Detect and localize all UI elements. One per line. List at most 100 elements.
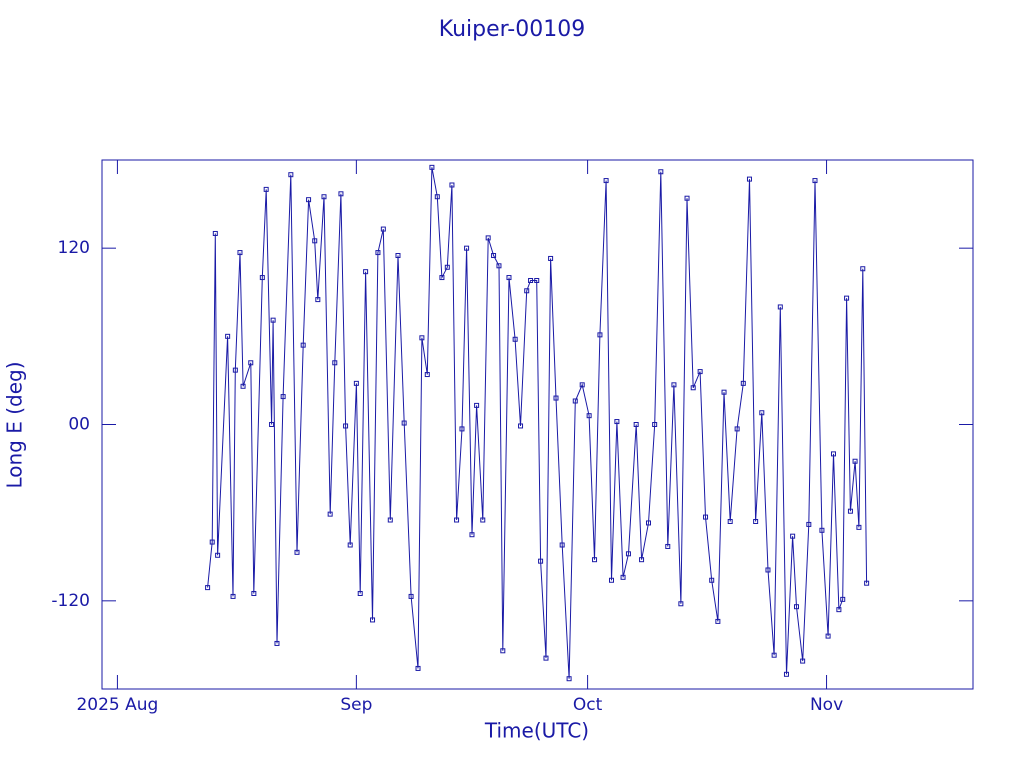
data-point: [343, 423, 349, 429]
data-point: [603, 178, 609, 184]
data-point: [209, 539, 215, 545]
data-point: [205, 585, 211, 591]
data-point: [347, 542, 353, 548]
data-point: [753, 518, 759, 524]
data-point: [812, 178, 818, 184]
data-point: [793, 604, 799, 610]
data-point: [370, 617, 376, 623]
data-point: [288, 172, 294, 178]
data-point: [597, 332, 603, 338]
data-point: [518, 423, 524, 429]
data-point: [658, 169, 664, 175]
data-point: [375, 250, 381, 256]
x-tick-label: Oct: [573, 695, 603, 715]
data-point: [395, 253, 401, 259]
data-point: [380, 226, 386, 232]
data-point: [703, 514, 709, 520]
data-point: [485, 235, 491, 241]
data-point: [633, 422, 639, 427]
data-point: [678, 601, 684, 607]
data-point: [625, 551, 631, 557]
data-point: [572, 398, 578, 404]
data-point: [553, 395, 559, 401]
x-axis-label: Time(UTC): [484, 719, 589, 743]
data-point: [424, 372, 430, 378]
data-point: [830, 451, 836, 457]
data-point: [727, 518, 733, 524]
data-point: [746, 176, 752, 182]
x-tick-label: 2025 Aug: [76, 695, 158, 715]
data-point: [387, 517, 393, 523]
y-tick-label: 120: [58, 238, 90, 258]
data-point: [684, 195, 690, 201]
data-point: [225, 333, 231, 339]
data-point: [559, 542, 565, 548]
data-point: [639, 557, 645, 563]
data-point: [491, 253, 497, 259]
data-point: [771, 652, 777, 658]
data-point: [280, 394, 286, 400]
data-point: [806, 521, 812, 527]
data-point: [790, 533, 796, 539]
x-tick-label: Nov: [810, 695, 843, 715]
data-point: [592, 557, 598, 563]
data-point: [715, 618, 721, 624]
data-point: [338, 191, 344, 197]
data-point: [230, 593, 236, 599]
data-point: [321, 194, 327, 200]
data-point: [270, 317, 276, 323]
data-point: [259, 275, 265, 281]
data-point: [215, 552, 221, 558]
data-point: [306, 197, 312, 203]
data-point: [836, 607, 842, 613]
data-point: [474, 402, 480, 408]
data-point: [237, 250, 243, 256]
data-point: [734, 426, 740, 432]
data-point: [783, 671, 789, 677]
data-point: [528, 277, 534, 283]
data-point: [357, 590, 363, 596]
chart-title: Kuiper-00109: [439, 17, 585, 42]
data-point: [800, 658, 806, 664]
data-point: [860, 266, 866, 272]
data-point: [652, 422, 658, 427]
data-point: [429, 164, 435, 170]
data-point: [548, 255, 554, 261]
data-point: [819, 527, 825, 533]
data-point: [864, 580, 870, 586]
data-point: [512, 336, 518, 342]
data-point: [709, 577, 715, 583]
data-point: [765, 567, 771, 573]
data-point: [327, 511, 333, 517]
data-point: [543, 655, 549, 661]
data-point: [401, 420, 407, 426]
data-point: [586, 413, 592, 419]
data-point: [608, 577, 614, 583]
data-point: [690, 385, 696, 391]
data-point: [449, 182, 455, 188]
data-point: [721, 389, 727, 395]
data-point: [212, 230, 218, 236]
y-tick-label: 00: [68, 415, 90, 435]
data-point: [232, 367, 238, 373]
data-point: [506, 275, 512, 281]
data-point: [363, 269, 369, 275]
x-tick-label: Sep: [340, 695, 372, 715]
data-point: [671, 382, 677, 388]
data-point: [274, 640, 280, 646]
plot-frame: [101, 159, 974, 690]
data-point: [496, 263, 502, 269]
data-point: [294, 549, 300, 555]
data-point: [248, 360, 254, 366]
data-point: [620, 574, 626, 580]
data-point: [263, 186, 269, 192]
data-point: [825, 633, 831, 639]
data-point: [300, 342, 306, 348]
data-point: [454, 517, 460, 523]
data-point: [500, 648, 506, 654]
data-point: [579, 382, 585, 388]
data-point: [665, 543, 671, 549]
data-point: [464, 245, 470, 251]
plot-area: [205, 164, 870, 682]
